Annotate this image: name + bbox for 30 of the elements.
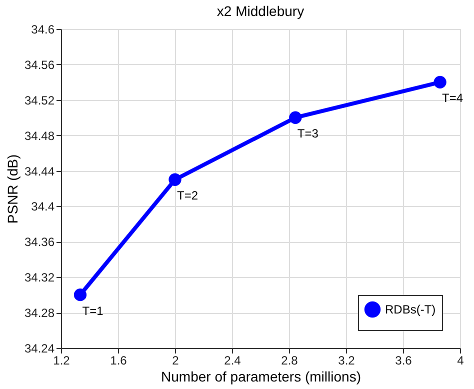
x-axis-title: Number of parameters (millions) — [161, 368, 361, 384]
point — [434, 76, 446, 88]
y-tick-label: 34.28 — [24, 306, 55, 320]
y-tick-label: 34.36 — [24, 235, 55, 250]
annotation: T=4 — [442, 91, 464, 106]
point — [168, 173, 182, 186]
point — [74, 288, 87, 302]
y-tick-label: 34.4 — [31, 200, 55, 214]
annotation: T=3 — [297, 126, 319, 141]
y-tick-label: 34.44 — [24, 164, 55, 178]
legend-label: RDBs(-T) — [385, 302, 436, 316]
x-tick-label: 3.6 — [395, 354, 412, 368]
y-tick-label: 34.24 — [24, 342, 55, 356]
x-tick-label: 1.2 — [53, 354, 70, 368]
annotation: T=1 — [82, 304, 104, 318]
y-tick-label: 34.56 — [24, 58, 55, 72]
y-tick-label: 34.6 — [31, 22, 55, 36]
point — [289, 111, 302, 124]
annotation: T=2 — [177, 188, 198, 203]
y-tick-label: 34.48 — [24, 128, 55, 143]
y-tick-label: 34.52 — [24, 93, 55, 108]
x-tick-label: 1.6 — [110, 354, 128, 368]
x-tick-label: 2 — [172, 354, 180, 368]
x-tick-label: 2.4 — [224, 354, 242, 368]
x-tick-label: 3.2 — [338, 354, 356, 368]
y-axis-title: PSNR (dB) — [4, 154, 20, 224]
chart-title: x2 Middlebury — [216, 3, 304, 19]
y-tick-label: 34.32 — [24, 270, 55, 285]
x-tick-label: 2.8 — [281, 354, 298, 368]
x-tick-label: 4 — [457, 354, 464, 368]
